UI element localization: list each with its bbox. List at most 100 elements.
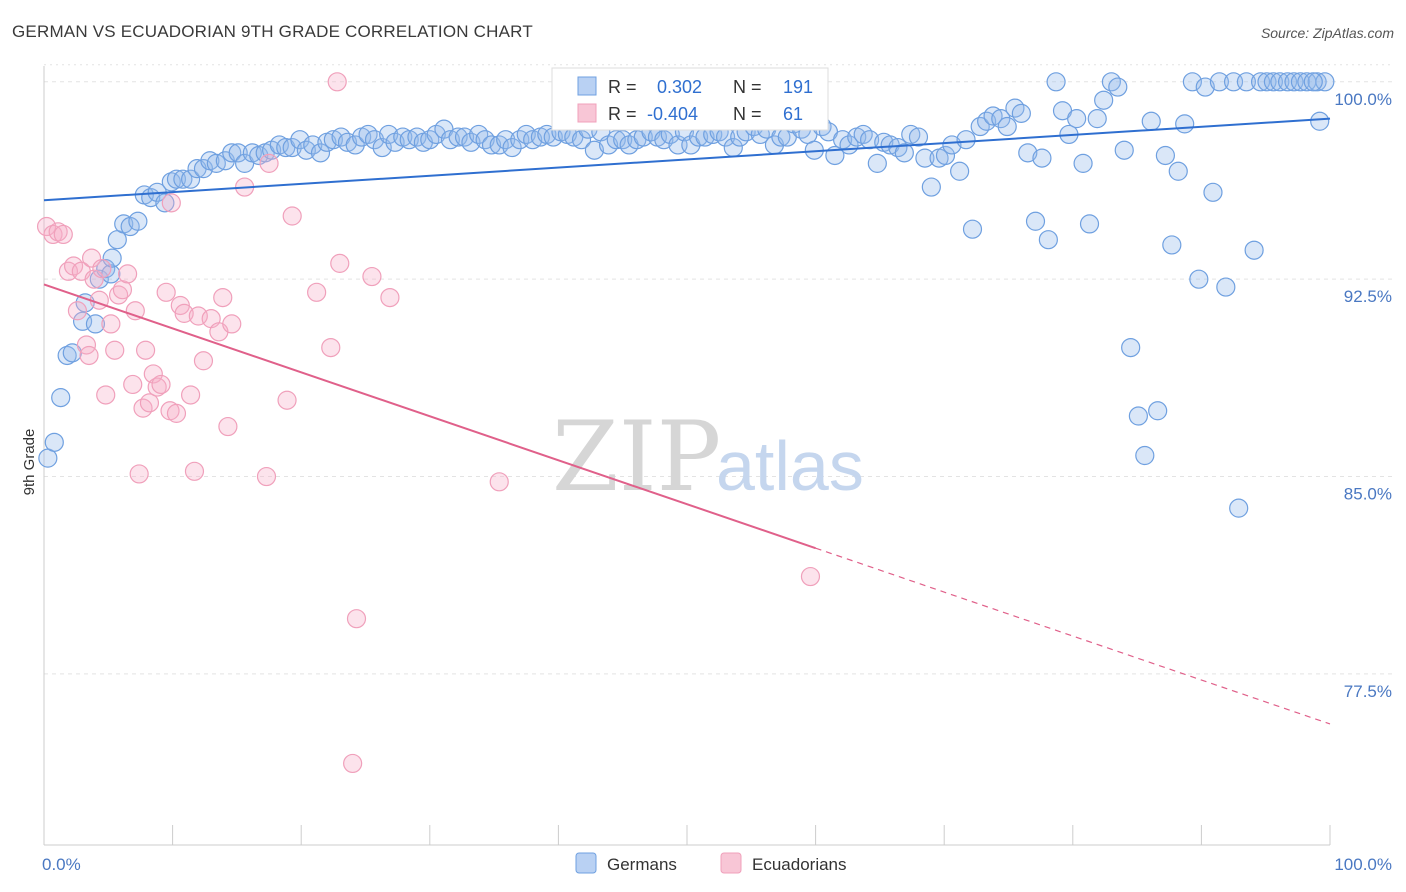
germans-point — [1073, 153, 1093, 173]
ecuadorians-point — [108, 285, 129, 305]
germans-point — [1203, 182, 1223, 202]
trend-lines — [43, 117, 1331, 725]
germans-point — [282, 137, 302, 158]
germans-point — [935, 145, 956, 166]
points — [36, 72, 1335, 774]
germans-point — [584, 140, 605, 160]
germans-point — [942, 135, 962, 155]
germans-point — [1108, 77, 1128, 97]
germans-point — [128, 211, 148, 231]
ecuadorians-point — [256, 466, 277, 487]
germans-point — [85, 314, 106, 334]
stats-r-label-1: R = — [608, 77, 637, 97]
ecuadorians-point — [489, 472, 509, 492]
germans-point — [915, 148, 935, 168]
germans-point — [956, 130, 976, 150]
germans-point — [1005, 98, 1025, 118]
ecuadorians-point — [117, 264, 138, 284]
stats-n-value-2: 61 — [783, 104, 803, 124]
ecuadorians-point — [166, 403, 187, 423]
ecuadorians-point — [156, 282, 176, 302]
legend-swatch-germans — [575, 852, 597, 874]
ecuadorians-point — [125, 301, 145, 321]
germans-point — [181, 169, 201, 189]
germans-point — [448, 127, 468, 147]
germans-point — [481, 135, 502, 155]
germans-point — [303, 135, 323, 155]
ecuadorians-point — [213, 287, 233, 308]
germans-point — [102, 248, 122, 268]
source-note: Source: ZipAtlas.com — [1260, 25, 1394, 41]
germans-point — [440, 130, 460, 150]
trend-line-solid-1 — [43, 283, 816, 550]
germans-point — [1195, 77, 1215, 97]
germans-point — [1182, 72, 1202, 92]
germans-point — [1114, 140, 1134, 160]
germans-point — [853, 124, 873, 145]
germans-point — [1011, 103, 1031, 123]
ecuadorians-point — [218, 416, 238, 437]
germans-point — [1168, 161, 1188, 181]
germans-point — [950, 161, 970, 181]
germans-point — [1101, 72, 1121, 92]
ecuadorians-point — [800, 566, 821, 587]
germans-point — [977, 111, 997, 131]
germans-point — [983, 106, 1003, 126]
ecuadorians-point — [139, 393, 160, 413]
germans-point — [1315, 72, 1335, 92]
ecuadorians-point — [135, 340, 156, 360]
germans-point — [1038, 230, 1058, 250]
ecuadorians-point — [81, 248, 102, 268]
axes — [43, 66, 1331, 846]
ecuadorians-point — [67, 301, 88, 321]
germans-point — [1121, 337, 1141, 358]
germans-point — [997, 116, 1017, 137]
germans-point — [379, 124, 399, 145]
germans-point — [399, 130, 419, 150]
germans-point — [461, 132, 481, 152]
ecuadorians-point — [380, 287, 400, 308]
stats-box-frame — [551, 67, 829, 131]
germans-point — [1155, 145, 1175, 166]
y-axis-title: 9th Grade — [21, 429, 38, 496]
germans-point — [1128, 406, 1148, 426]
germans-point — [1162, 235, 1182, 255]
y-tick-label: 100.0% — [1334, 90, 1392, 109]
germans-point — [516, 124, 536, 145]
germans-point — [75, 293, 95, 313]
ecuadorians-point — [161, 193, 181, 213]
ecuadorians-point — [92, 259, 112, 279]
legend-label-ecuadorians: Ecuadorians — [752, 855, 847, 874]
watermark-atlas: atlas — [716, 427, 864, 505]
germans-point — [921, 177, 941, 197]
ecuadorians-point — [346, 609, 367, 629]
germans-point — [228, 143, 248, 163]
germans-point — [496, 130, 516, 150]
germans-point — [901, 124, 921, 145]
germans-point — [1032, 148, 1052, 168]
germans-point — [290, 130, 310, 150]
germans-point — [1067, 109, 1087, 129]
stats-n-label-2: N = — [733, 104, 762, 124]
ecuadorians-point — [330, 253, 350, 273]
y-tick-label: 92.5% — [1344, 287, 1392, 306]
ecuadorians-point — [362, 266, 382, 287]
germans-point — [613, 130, 633, 150]
tick-labels: 100.0% 92.5% 85.0% 77.5% 0.0% 100.0% — [42, 90, 1392, 874]
germans-point — [364, 130, 385, 150]
germans-point — [469, 124, 489, 145]
germans-point — [454, 127, 475, 147]
germans-point — [1244, 240, 1264, 260]
ecuadorians-point — [84, 269, 104, 289]
germans-point — [57, 345, 77, 366]
stats-n-label-1: N = — [733, 77, 762, 97]
stats-r-value-1: 0.302 — [657, 77, 702, 97]
germans-point — [867, 153, 887, 173]
germans-point — [1046, 72, 1066, 92]
ecuadorians-point — [43, 224, 63, 245]
germans-point — [1310, 111, 1330, 131]
ecuadorians-point — [174, 303, 194, 323]
germans-point — [1263, 72, 1284, 92]
germans-point — [1175, 114, 1195, 134]
